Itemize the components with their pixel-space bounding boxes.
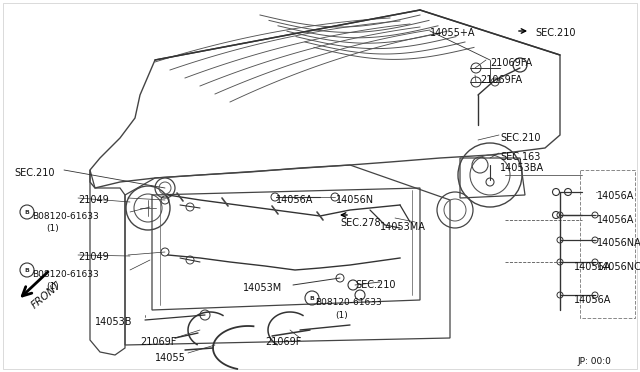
Text: 14056A: 14056A: [574, 262, 611, 272]
Text: B08120-61633: B08120-61633: [32, 212, 99, 221]
Text: (1): (1): [46, 224, 59, 233]
Text: 21069F: 21069F: [140, 337, 177, 347]
Text: SEC.210: SEC.210: [355, 280, 396, 290]
Text: 14056A: 14056A: [574, 295, 611, 305]
Text: 21049: 21049: [78, 252, 109, 262]
Text: 14056A: 14056A: [276, 195, 314, 205]
Text: 14053B: 14053B: [95, 317, 132, 327]
Text: B: B: [24, 267, 29, 273]
Text: (1): (1): [335, 311, 348, 320]
Text: SEC.210: SEC.210: [14, 168, 54, 178]
Text: 14053BA: 14053BA: [500, 163, 544, 173]
Text: 14055+A: 14055+A: [430, 28, 476, 38]
Text: FRONT: FRONT: [30, 280, 63, 311]
Text: 21069FA: 21069FA: [480, 75, 522, 85]
Text: 14053M: 14053M: [243, 283, 282, 293]
Text: SEC.210: SEC.210: [535, 28, 575, 38]
Text: 14056NA: 14056NA: [597, 238, 640, 248]
Text: JP: 00:0: JP: 00:0: [577, 357, 611, 366]
Text: 14056A: 14056A: [597, 215, 634, 225]
Text: 14056A: 14056A: [597, 191, 634, 201]
Text: 14055: 14055: [155, 353, 186, 363]
Text: B08120-61633: B08120-61633: [315, 298, 381, 307]
Text: 14056NC: 14056NC: [597, 262, 640, 272]
Text: 21049: 21049: [78, 195, 109, 205]
Text: B08120-61633: B08120-61633: [32, 270, 99, 279]
Text: B: B: [24, 209, 29, 215]
Text: 14056N: 14056N: [336, 195, 374, 205]
Text: 21069FA: 21069FA: [490, 58, 532, 68]
Text: SEC.210: SEC.210: [500, 133, 541, 143]
Text: B: B: [310, 295, 314, 301]
Text: SEC.278: SEC.278: [340, 218, 381, 228]
Text: 14053MA: 14053MA: [380, 222, 426, 232]
Text: 21069F: 21069F: [265, 337, 301, 347]
Text: SEC.163: SEC.163: [500, 152, 540, 162]
Text: (1): (1): [46, 282, 59, 291]
